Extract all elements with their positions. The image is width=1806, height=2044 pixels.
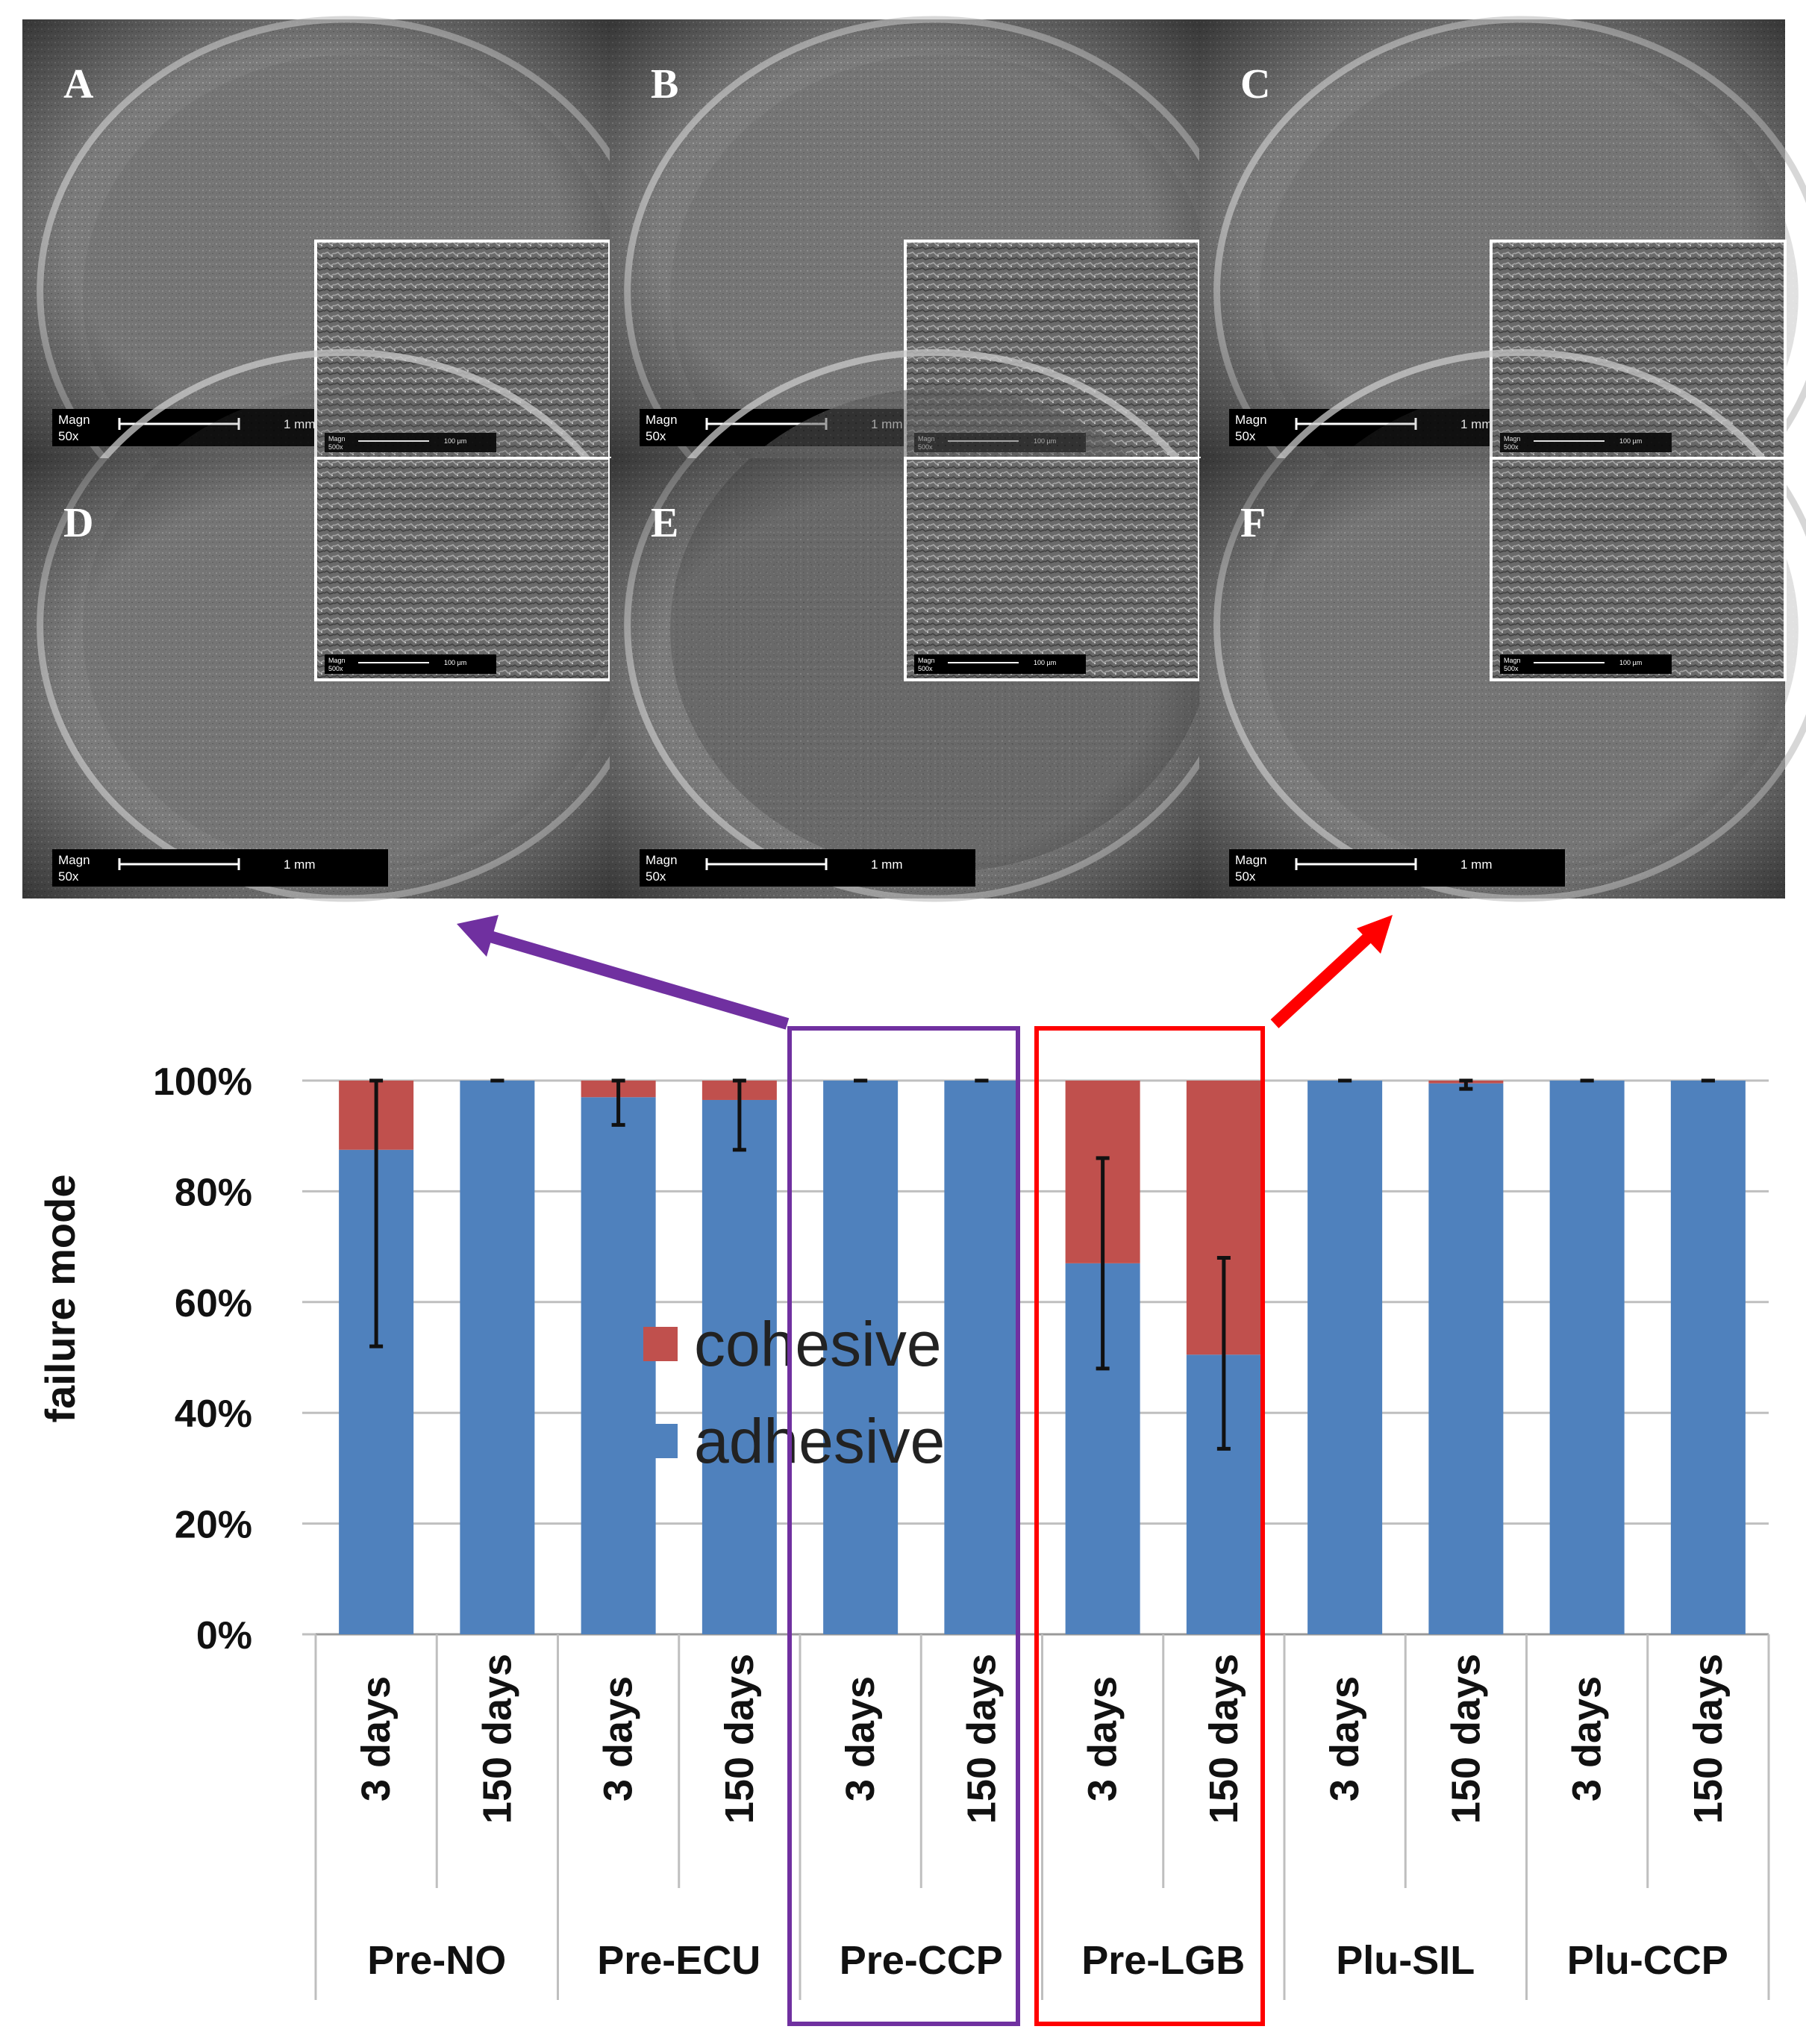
panel-letter-c: C (1240, 61, 1270, 107)
scale-magn-label: Magn (646, 853, 678, 867)
scale-mag-value: 50x (646, 429, 666, 443)
y-tick-label: 80% (175, 1171, 252, 1214)
x-group-label: Pre-LGB (1081, 1938, 1245, 1983)
y-tick-label: 60% (175, 1282, 252, 1325)
scale-magn-label: Magn (1235, 413, 1267, 427)
legend-label: cohesive (694, 1309, 942, 1379)
panel-letter-a: A (63, 61, 94, 107)
panel-letter-e: E (651, 500, 678, 546)
legend-item-cohesive: cohesive (643, 1309, 942, 1379)
y-tick-label: 0% (196, 1614, 252, 1657)
panel-letter-f: F (1240, 500, 1266, 546)
inset-mag-value: 500x (918, 665, 933, 672)
panel-letter-d: D (63, 500, 93, 546)
scale-magn-label: Magn (58, 413, 90, 427)
error-bars (369, 1078, 1715, 1451)
legend-item-adhesive: adhesive (643, 1406, 945, 1476)
stacked-bar-chart: 0% 20% 40% 60% 80% 100% failure mode 3 days 15… (37, 1026, 1770, 2026)
inset-scale-bar-label: 100 µm (1034, 659, 1056, 666)
inset-mag-value: 500x (1504, 665, 1519, 672)
bar-adhesive (1428, 1083, 1504, 1634)
scale-bar-label: 1 mm (284, 857, 316, 872)
inset-magn-label: Magn (918, 657, 935, 664)
bar-adhesive (581, 1097, 656, 1634)
scale-mag-value: 50x (58, 869, 79, 884)
x-category-label: 150 days (475, 1654, 519, 1824)
legend: cohesive adhesive (643, 1309, 945, 1476)
scale-mag-value: 50x (1235, 869, 1256, 884)
y-tick-label: 40% (175, 1393, 252, 1436)
scale-mag-value: 50x (58, 429, 79, 443)
x-category-label: 3 days (1081, 1676, 1125, 1801)
arrow-purple (457, 915, 790, 1030)
scale-magn-label: Magn (646, 413, 678, 427)
scale-bar-label: 1 mm (871, 857, 903, 872)
y-axis-label: failure mode (37, 1175, 84, 1423)
inset-scale-bar-label: 100 µm (1619, 659, 1642, 666)
bar-adhesive (1549, 1081, 1625, 1634)
x-group-label: Pre-CCP (840, 1938, 1003, 1983)
bar-adhesive (944, 1081, 1019, 1634)
scale-mag-value: 50x (646, 869, 666, 884)
bar-adhesive (460, 1081, 535, 1634)
x-category-label: 3 days (596, 1676, 641, 1801)
scale-magn-label: Magn (1235, 853, 1267, 867)
x-category-label: 3 days (838, 1676, 883, 1801)
x-category-label: 3 days (354, 1676, 399, 1801)
inset-scale-bar-label: 100 µm (444, 659, 466, 666)
x-group-label: Plu-SIL (1336, 1938, 1475, 1983)
scale-bar-label: 1 mm (1460, 857, 1493, 872)
bar-adhesive (1670, 1081, 1746, 1634)
bar-adhesive (1307, 1081, 1383, 1634)
y-tick-label: 20% (175, 1504, 252, 1547)
inset-magn-label: Magn (1504, 657, 1521, 664)
inset-mag-value: 500x (328, 665, 343, 672)
x-category-label: 3 days (1322, 1676, 1367, 1801)
arrow-red (1270, 915, 1393, 1028)
x-category-label: 150 days (959, 1654, 1004, 1824)
highlight-box-pre-lgb (1034, 1026, 1265, 2026)
bar-adhesive (823, 1081, 899, 1634)
scale-magn-label: Magn (58, 853, 90, 867)
x-category-labels: 3 days 150 days 3 days 150 days 3 days 150 da… (314, 1634, 1770, 2000)
x-group-label: Plu-CCP (1567, 1938, 1728, 1983)
x-group-labels: Pre-NO Pre-ECU Pre-CCP Pre-LGB Plu-SIL Plu-CC… (367, 1938, 1728, 1983)
x-category-label: 150 days (1202, 1654, 1246, 1824)
bar-adhesive (702, 1099, 777, 1634)
panel-letter-b: B (651, 61, 678, 107)
x-category-label: 3 days (1565, 1676, 1610, 1801)
highlight-box-pre-ccp (787, 1026, 1020, 2026)
x-category-label: 150 days (717, 1654, 762, 1824)
bars (339, 1081, 1746, 1634)
legend-swatch (643, 1327, 678, 1361)
x-category-label: 150 days (1443, 1654, 1488, 1824)
legend-swatch (643, 1424, 678, 1458)
inset-magn-label: Magn (328, 657, 346, 664)
y-tick-labels: 0% 20% 40% 60% 80% 100% (153, 1060, 252, 1657)
x-group-label: Pre-ECU (597, 1938, 760, 1983)
x-group-label: Pre-NO (367, 1938, 506, 1983)
scale-mag-value: 50x (1235, 429, 1256, 443)
legend-label: adhesive (694, 1406, 945, 1476)
y-tick-label: 100% (153, 1060, 252, 1104)
x-category-label: 150 days (1686, 1654, 1731, 1824)
